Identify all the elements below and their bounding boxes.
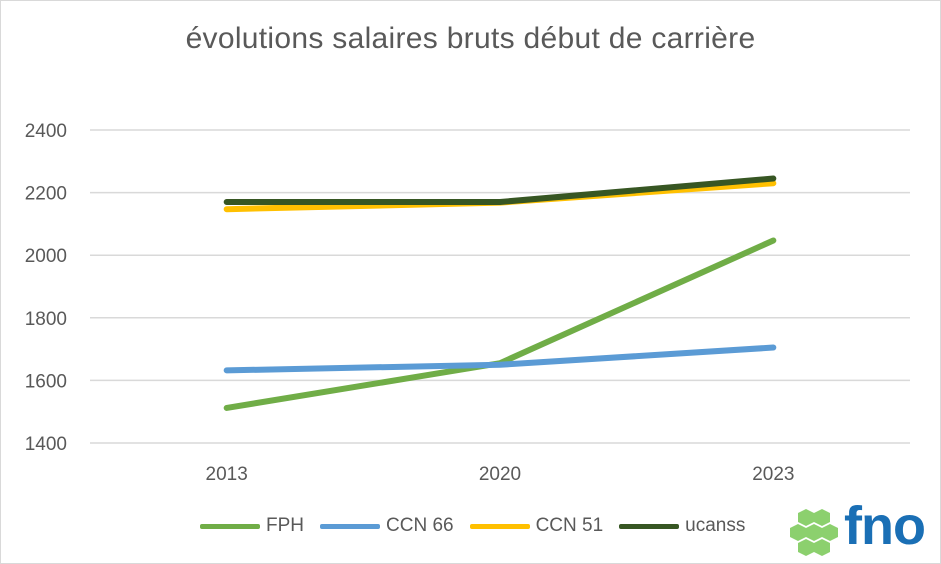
series-line-ccn-66	[223, 344, 777, 374]
y-tick-label: 2200	[25, 184, 67, 205]
legend-swatch	[200, 523, 260, 529]
chart-legend: FPH CCN 66 CCN 51 ucanss	[200, 512, 761, 540]
y-tick-label: 1400	[25, 434, 67, 455]
series-line-fph	[223, 237, 777, 411]
legend-item: CCN 66	[320, 515, 454, 537]
legend-swatch	[469, 523, 530, 529]
legend-item: ucanss	[619, 515, 745, 537]
fno-logo: fno	[786, 496, 931, 557]
logo-text: fno	[844, 496, 926, 556]
legend-swatch	[619, 523, 680, 529]
x-tick-label: 2020	[479, 464, 521, 485]
series-line-ucanss	[223, 175, 777, 205]
legend-label: CCN 51	[535, 515, 604, 536]
y-tick-label: 1600	[25, 371, 67, 392]
hexagon-cluster-icon	[790, 509, 838, 556]
legend-item: FPH	[200, 515, 304, 537]
legend-label: CCN 66	[386, 515, 454, 536]
legend-swatch	[320, 523, 380, 529]
y-tick-label: 2400	[25, 121, 67, 142]
legend-item: CCN 51	[469, 515, 604, 537]
x-tick-label: 2023	[752, 464, 794, 485]
chart-title: évolutions salaires bruts début de carri…	[185, 22, 756, 55]
y-tick-label: 2000	[25, 246, 67, 267]
legend-label: FPH	[266, 515, 304, 536]
y-tick-label: 1800	[25, 309, 67, 330]
x-tick-label: 2013	[206, 464, 248, 485]
legend-label: ucanss	[685, 515, 746, 536]
